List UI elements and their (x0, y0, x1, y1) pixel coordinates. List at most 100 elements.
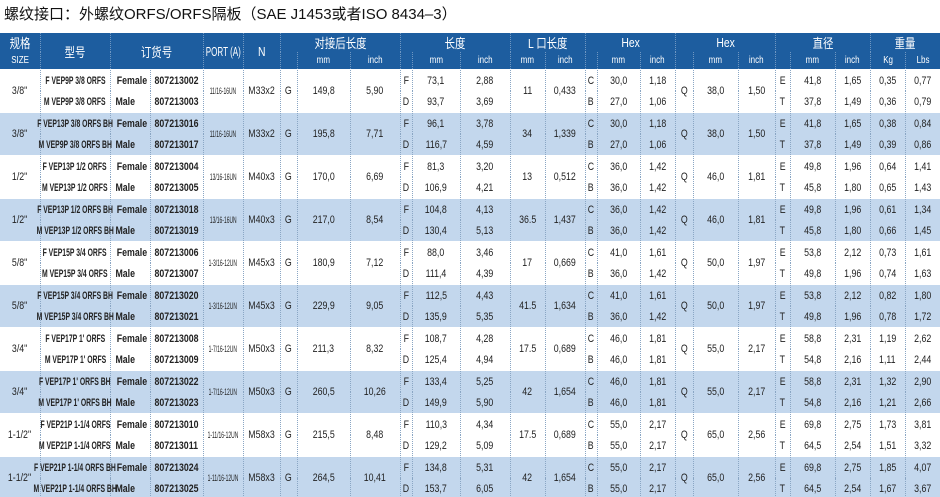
weight-kg: 0,38 (879, 117, 897, 130)
diameter-inch: 1,80 (844, 181, 862, 194)
size: 1-1/2" (8, 472, 32, 485)
letter: B (588, 95, 594, 108)
letter: E (775, 112, 791, 134)
hex-mm: 36,0 (597, 198, 641, 220)
letter: Q (675, 69, 694, 113)
unit: mm (693, 52, 739, 70)
l-mm: 17 (510, 241, 546, 285)
letter: G (285, 343, 292, 355)
row: 1/2" F VEP13P 1/2 ORFS BH Female 807213018 1… (0, 198, 940, 242)
unit: inch (545, 52, 586, 70)
letter: F (400, 69, 413, 91)
length-inch: 5,35 (476, 310, 494, 323)
mated-inch: 7,12 (366, 257, 384, 269)
weight-kg: 0,65 (879, 181, 897, 194)
mated-mm: 264,5 (312, 472, 335, 485)
model: F VEP17P 1' ORFS (45, 332, 105, 345)
size: 3/8" (12, 85, 28, 97)
mated-inch: 8,48 (366, 429, 384, 441)
letter: G (285, 128, 292, 140)
order-number: 807213005 (150, 177, 204, 199)
length-inch: 5,31 (460, 456, 511, 478)
header-cell: 型号 (40, 33, 111, 70)
length-inch: 5,25 (460, 370, 511, 392)
letter: D (400, 177, 413, 199)
row: 1-1/2" F VEP21P 1-1/4 ORFS Female 807213010… (0, 413, 940, 457)
l-inch: 0,689 (554, 343, 577, 355)
model: M VEP13P 1/2 ORFS (42, 181, 108, 194)
l-mm: 36.5 (518, 214, 537, 226)
model: M VEP13P 1/2 ORFS BH (36, 224, 114, 237)
letter: B (588, 267, 594, 280)
hex-mm: 55,0 (693, 370, 739, 414)
length-mm: 111,4 (425, 267, 447, 280)
model: M VEP9P 3/8 ORFS BH (38, 138, 112, 151)
letter: T (779, 267, 786, 280)
mated-inch: 10,26 (364, 386, 387, 398)
letter: G (285, 85, 292, 97)
letter: B (585, 435, 598, 457)
length-inch: 2,88 (476, 74, 494, 87)
order-number: 807213016 (150, 112, 204, 134)
l-mm: 17.5 (510, 327, 546, 371)
hex-inch: 2,17 (640, 435, 676, 457)
gender: Female (110, 155, 151, 177)
hex-mm: 36,0 (609, 310, 628, 323)
length-mm: 73,1 (412, 69, 461, 91)
thread: M50x3 (248, 343, 275, 355)
gender: Male (110, 263, 151, 285)
model: F VEP17P 1' ORFS BH (39, 375, 111, 388)
hex-inch: 2,17 (748, 343, 766, 355)
header-cell: Hex (620, 35, 640, 50)
thread: M33x2 (248, 85, 275, 97)
hex-inch: 2,17 (640, 413, 676, 435)
model: M VEP13P 1/2 ORFS BH (36, 220, 114, 242)
table-header: 规格 型号 订货号 PORT (A) N 对接后长度 长度 L 口长度 Hex Hex 直径 重量 SI… (0, 33, 940, 70)
mated-mm: 211,3 (312, 343, 335, 355)
mated-mm: 170,0 (297, 155, 351, 199)
weight-kg: 0,64 (870, 155, 906, 177)
diameter-mm: 53,8 (804, 246, 822, 259)
gender: Male (110, 134, 151, 156)
letter: B (588, 224, 594, 237)
l-mm: 17.5 (518, 429, 537, 441)
gender: Female (110, 112, 151, 134)
letter: Q (675, 456, 694, 497)
hex-inch: 1,42 (648, 267, 667, 280)
l-inch: 1,437 (545, 198, 586, 242)
size: 1/2" (0, 198, 41, 242)
hex-inch: 1,42 (648, 224, 667, 237)
header-cell: Hex (585, 33, 676, 52)
l-mm: 42 (510, 370, 546, 414)
letter: F (400, 198, 413, 220)
hex-inch: 2,17 (648, 461, 667, 474)
l-mm: 42 (522, 472, 533, 485)
hex-inch: 1,81 (748, 214, 766, 226)
mated-inch: 7,12 (350, 241, 401, 285)
length-mm: 88,0 (412, 241, 461, 263)
diameter-mm: 53,8 (804, 289, 822, 302)
diameter-inch: 1,49 (835, 91, 871, 113)
letter: F (403, 203, 409, 216)
thread: M33x2 (243, 112, 281, 156)
size: 1-1/2" (8, 429, 32, 441)
unit: inch (477, 55, 493, 66)
letter: F (400, 112, 413, 134)
l-mm: 34 (510, 112, 546, 156)
letter: Q (675, 284, 694, 328)
mated-inch: 9,05 (366, 300, 384, 312)
diameter-mm: 69,8 (790, 413, 836, 435)
model: F VEP15P 3/4 ORFS BH (37, 289, 113, 302)
weight-lbs: 2,62 (905, 327, 940, 349)
letter: E (779, 289, 786, 302)
row: SIZE mm inch mm inch mm inch mm inch mm inch mm inch… (0, 52, 940, 70)
diameter-mm: 49,8 (804, 267, 822, 280)
diameter-inch: 2,75 (844, 418, 862, 431)
hex-mm: 36,0 (609, 181, 628, 194)
letter: C (585, 413, 598, 435)
hex-inch: 1,50 (748, 85, 766, 97)
unit: Kg (870, 52, 906, 70)
order-number: 807213011 (154, 439, 199, 452)
length-mm: 130,4 (425, 224, 448, 237)
hex-mm: 55,0 (609, 418, 628, 431)
